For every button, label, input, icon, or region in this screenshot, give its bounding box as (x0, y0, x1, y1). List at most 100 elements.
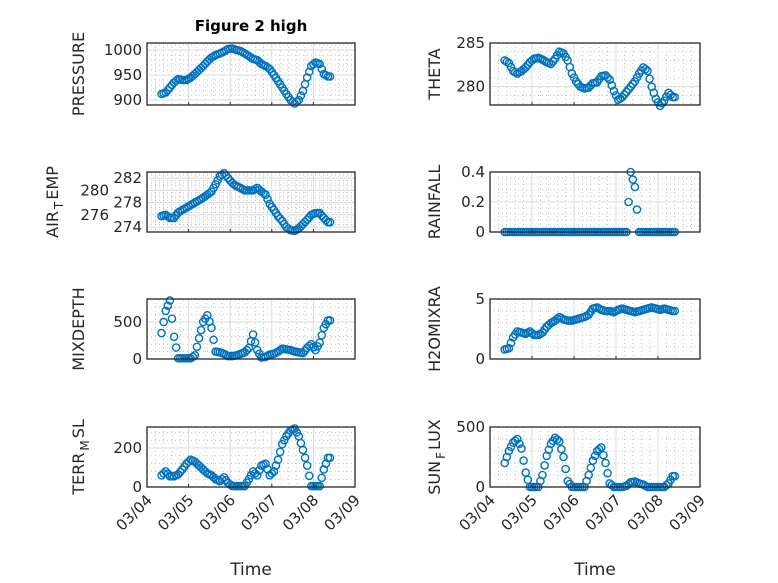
y-axis-label: AIRTEMP (43, 166, 66, 238)
axes-box (146, 171, 356, 233)
data-point (171, 76, 181, 86)
y-label-main: AIR (43, 211, 62, 238)
data-point (302, 461, 312, 470)
y-label-main: PRESSURE (69, 32, 88, 116)
y-label-subscript: M (78, 440, 92, 450)
y-label-main: MIXDEPTH (69, 287, 88, 370)
data-point (255, 466, 264, 475)
data-point (504, 446, 514, 456)
data-point (304, 471, 314, 481)
data-point (670, 306, 680, 316)
data-point (594, 444, 604, 454)
data-point (165, 83, 175, 92)
subplot-h2omixra: 0 5 H2OMIXRA (425, 286, 701, 372)
data-point (618, 92, 627, 102)
y-tick-label: 950 (113, 66, 142, 84)
y-axis-label: RAINFALL (425, 165, 444, 240)
y-label-rest: EMP (43, 166, 62, 200)
data-point (626, 82, 636, 91)
y-tick-label: 282 (113, 169, 142, 187)
data-point (540, 461, 549, 470)
y-label-main: TERR (69, 453, 88, 496)
data-point (273, 211, 283, 221)
data-point (261, 459, 270, 468)
subplot-theta: 280 285 THETA (425, 34, 701, 111)
data-point (557, 444, 566, 454)
y-tick-label: 280 (456, 78, 485, 96)
data-point (163, 301, 173, 310)
data-point (298, 348, 308, 358)
subplot-pressure: 900 950 1000 PRESSURE (69, 32, 356, 116)
data-point (561, 464, 570, 474)
data-point (163, 85, 173, 95)
data-point (242, 345, 252, 355)
data-point (319, 465, 329, 474)
data-point (622, 87, 631, 97)
data-point (571, 77, 581, 86)
data-point (157, 328, 166, 338)
x-tick-label: 03/05 (498, 491, 541, 534)
subplot-rainfall: 0 0.2 0.4 RAINFALL (425, 163, 701, 241)
data-point (670, 92, 680, 102)
y-tick-label: 1000 (104, 41, 142, 59)
y-label-main: RAINFALL (425, 165, 444, 240)
data-point (599, 450, 608, 460)
y-axis-label: H2OMIXRA (425, 286, 444, 372)
data-point (603, 468, 612, 478)
data-point (194, 333, 204, 343)
data-point (506, 442, 516, 452)
y-tick-label: 500 (456, 418, 485, 436)
y-tick-label: 5 (475, 290, 485, 308)
y-tick-label: 276 (80, 206, 109, 224)
data-point (506, 338, 516, 348)
x-tick-label: 03/06 (540, 491, 583, 534)
y-axis-label: MIXDEPTH (69, 287, 88, 370)
data-point (207, 323, 216, 333)
data-point (315, 59, 324, 69)
data-point (628, 175, 638, 184)
data-point (217, 474, 227, 484)
y-axis-label: THETA (425, 48, 444, 100)
data-point (309, 59, 318, 69)
axes-box (146, 298, 356, 360)
data-point (624, 84, 633, 94)
y-tick-label: 0 (132, 350, 142, 368)
data-point (317, 473, 327, 483)
y-tick-label: 278 (113, 194, 142, 212)
data-point (655, 101, 665, 111)
subplot-mixdepth: 0 500 MIXDEPTH (69, 287, 356, 371)
data-point (304, 67, 314, 77)
y-label-rest: SL (69, 419, 88, 438)
data-point (161, 306, 171, 316)
data-point (302, 215, 312, 225)
x-tick-label: 03/08 (624, 491, 667, 534)
y-tick-label: 0 (475, 478, 485, 496)
data-point (273, 455, 283, 465)
y-tick-label: 280 (80, 181, 109, 199)
data-point (248, 330, 258, 339)
data-point (271, 461, 281, 470)
data-point (555, 437, 564, 446)
y-label-subscript: T (52, 201, 66, 210)
data-point (219, 168, 229, 178)
data-point (603, 73, 612, 82)
data-point (321, 459, 331, 468)
data-point (315, 481, 324, 491)
data-point (609, 86, 619, 96)
data-point (294, 95, 304, 105)
data-point (173, 470, 183, 479)
y-label-subscript: F (434, 452, 448, 459)
x-tick-label: 03/04 (456, 491, 499, 534)
y-tick-label: 0 (475, 350, 485, 368)
data-point (641, 64, 650, 74)
x-tick-label: 03/06 (196, 491, 239, 534)
data-point (515, 439, 524, 449)
axes-box (489, 426, 701, 488)
data-point (657, 98, 667, 108)
data-point (538, 470, 547, 480)
data-point (205, 188, 214, 198)
data-point (605, 75, 615, 84)
data-point (325, 453, 335, 463)
